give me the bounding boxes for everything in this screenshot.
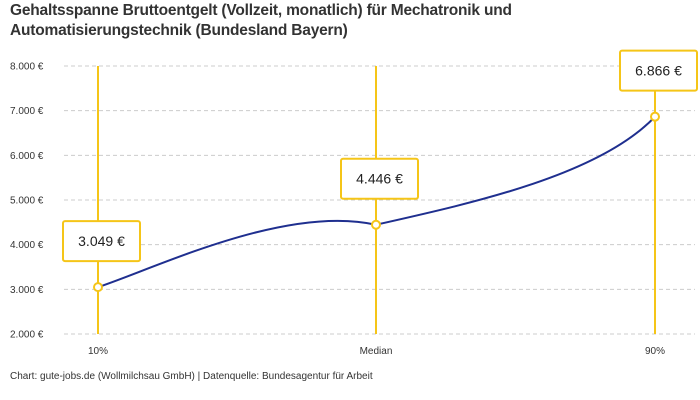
y-tick-label: 5.000 €: [10, 196, 44, 207]
y-tick-label: 3.000 €: [10, 285, 44, 296]
data-label: 4.446 €: [356, 171, 403, 187]
x-tick-label: 10%: [88, 346, 108, 357]
data-point: [650, 111, 660, 122]
data-point: [371, 219, 381, 230]
data-point: [93, 282, 103, 293]
data-label: 3.049 €: [78, 233, 125, 249]
y-tick-label: 8.000 €: [10, 62, 44, 73]
x-tick-label: Median: [360, 346, 393, 357]
chart-title: Gehaltsspanne Bruttoentgelt (Vollzeit, m…: [10, 2, 512, 39]
chart-source: Chart: gute-jobs.de (Wollmilchsau GmbH) …: [10, 371, 373, 382]
data-label-box: [340, 157, 419, 200]
x-tick-label: 90%: [645, 346, 665, 357]
data-label-box: [62, 220, 141, 263]
y-tick-label: 4.000 €: [10, 240, 44, 251]
data-label-box: [619, 49, 698, 92]
data-label: 6.866 €: [635, 63, 682, 79]
y-tick-label: 2.000 €: [10, 330, 44, 341]
y-tick-label: 6.000 €: [10, 151, 44, 162]
y-tick-label: 7.000 €: [10, 106, 44, 117]
